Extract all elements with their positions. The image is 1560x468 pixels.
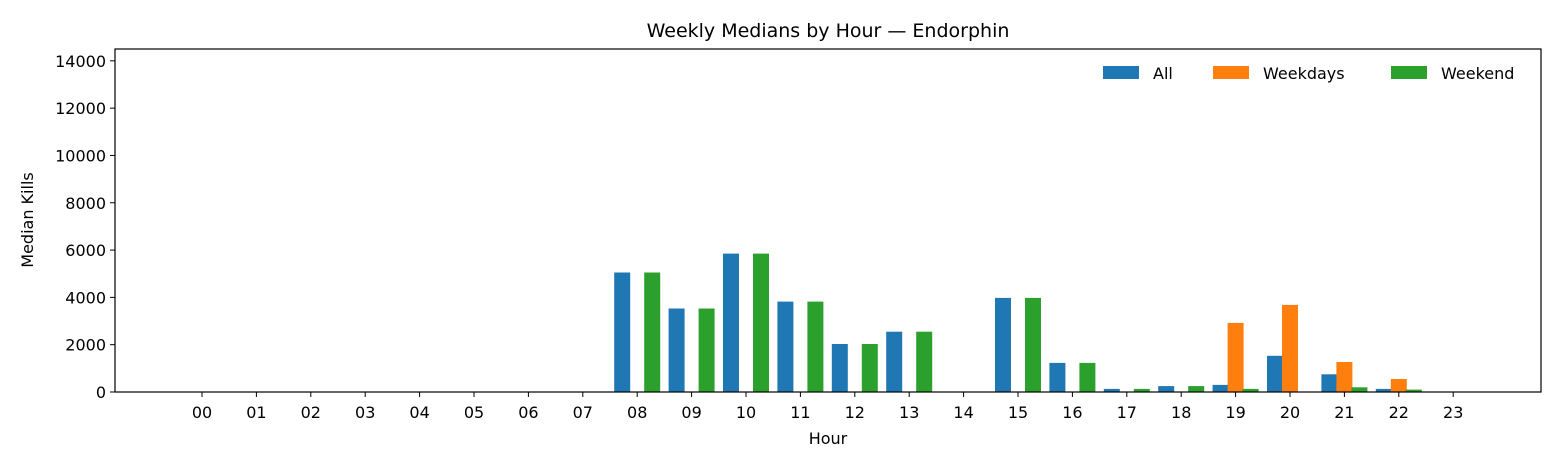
- x-tick-label: 04: [409, 403, 429, 422]
- x-tick-label: 19: [1225, 403, 1245, 422]
- x-tick-label: 08: [627, 403, 647, 422]
- bar-all-22: [1375, 388, 1392, 392]
- y-tick-label: 12000: [55, 99, 106, 118]
- y-axis-label: Median Kills: [18, 172, 37, 267]
- bar-weekend-19: [1242, 388, 1259, 392]
- bar-weekdays-19: [1227, 322, 1244, 392]
- legend: All Weekdays Weekend: [1103, 64, 1514, 83]
- y-tick-label: 0: [96, 383, 106, 402]
- x-tick-label: 00: [192, 403, 212, 422]
- x-tick-label: 07: [573, 403, 593, 422]
- bar-weekend-08: [644, 272, 661, 392]
- x-tick-label: 21: [1334, 403, 1354, 422]
- x-tick-label: 20: [1280, 403, 1300, 422]
- bar-all-19: [1212, 384, 1229, 392]
- legend-swatch-weekdays: [1213, 66, 1249, 79]
- bar-weekend-17: [1133, 388, 1150, 392]
- bar-all-13: [886, 331, 903, 392]
- x-tick-label: 13: [899, 403, 919, 422]
- bar-all-15: [995, 297, 1011, 392]
- plot-area: [614, 253, 1422, 392]
- x-tick-label: 16: [1062, 403, 1082, 422]
- x-tick-label: 17: [1117, 403, 1137, 422]
- x-tick-label: 06: [518, 403, 538, 422]
- bar-all-20: [1267, 355, 1283, 392]
- y-tick-label: 4000: [65, 288, 106, 307]
- y-tick-label: 2000: [65, 336, 106, 355]
- bar-weekend-13: [916, 331, 933, 392]
- bar-weekdays-21: [1336, 362, 1353, 392]
- x-tick-label: 14: [953, 403, 973, 422]
- y-axis: 0 2000 4000 6000 8000 10000 12000 14000: [55, 52, 115, 402]
- x-axis: 00 01 02 03 04 05 06 07 08 09 10 11 12 13 14 15 16 17 18 19…: [192, 392, 1463, 422]
- x-tick-label: 18: [1171, 403, 1191, 422]
- bar-weekend-22: [1405, 389, 1422, 392]
- x-tick-label: 11: [790, 403, 810, 422]
- x-tick-label: 10: [736, 403, 756, 422]
- x-tick-label: 02: [301, 403, 321, 422]
- bar-all-09: [668, 308, 685, 392]
- x-tick-label: 15: [1008, 403, 1028, 422]
- bar-weekend-15: [1025, 297, 1041, 392]
- bar-all-21: [1321, 374, 1338, 392]
- x-axis-label: Hour: [809, 429, 848, 448]
- y-tick-label: 10000: [55, 146, 106, 165]
- bar-all-16: [1049, 362, 1066, 392]
- bar-weekend-12: [861, 344, 878, 392]
- x-tick-label: 01: [246, 403, 266, 422]
- bar-all-08: [614, 272, 631, 392]
- bar-weekend-10: [753, 253, 769, 392]
- y-tick-label: 6000: [65, 241, 106, 260]
- bar-weekend-16: [1079, 362, 1096, 392]
- legend-swatch-weekend: [1391, 66, 1427, 79]
- legend-label-weekend: Weekend: [1441, 64, 1514, 83]
- plot-frame: [114, 48, 1542, 393]
- legend-label-weekdays: Weekdays: [1263, 64, 1345, 83]
- bar-all-18: [1158, 386, 1175, 392]
- legend-swatch-all: [1103, 66, 1139, 79]
- x-tick-label: 22: [1389, 403, 1409, 422]
- bar-all-11: [777, 301, 794, 392]
- bar-weekend-18: [1188, 386, 1205, 392]
- bar-weekend-09: [698, 308, 715, 392]
- bar-all-10: [723, 253, 739, 392]
- bar-weekend-21: [1351, 387, 1368, 392]
- x-tick-label: 12: [845, 403, 865, 422]
- y-tick-label: 14000: [55, 52, 106, 71]
- x-tick-label: 09: [681, 403, 701, 422]
- bar-weekdays-20: [1282, 304, 1298, 392]
- bar-weekdays-22: [1390, 379, 1407, 392]
- y-tick-label: 8000: [65, 194, 106, 213]
- bar-weekend-11: [807, 301, 824, 392]
- x-tick-label: 23: [1443, 403, 1463, 422]
- bar-all-12: [831, 344, 848, 392]
- legend-label-all: All: [1153, 64, 1173, 83]
- bar-all-17: [1103, 388, 1120, 392]
- x-tick-label: 05: [464, 403, 484, 422]
- x-tick-label: 03: [355, 403, 375, 422]
- chart-title: Weekly Medians by Hour — Endorphin: [647, 20, 1010, 42]
